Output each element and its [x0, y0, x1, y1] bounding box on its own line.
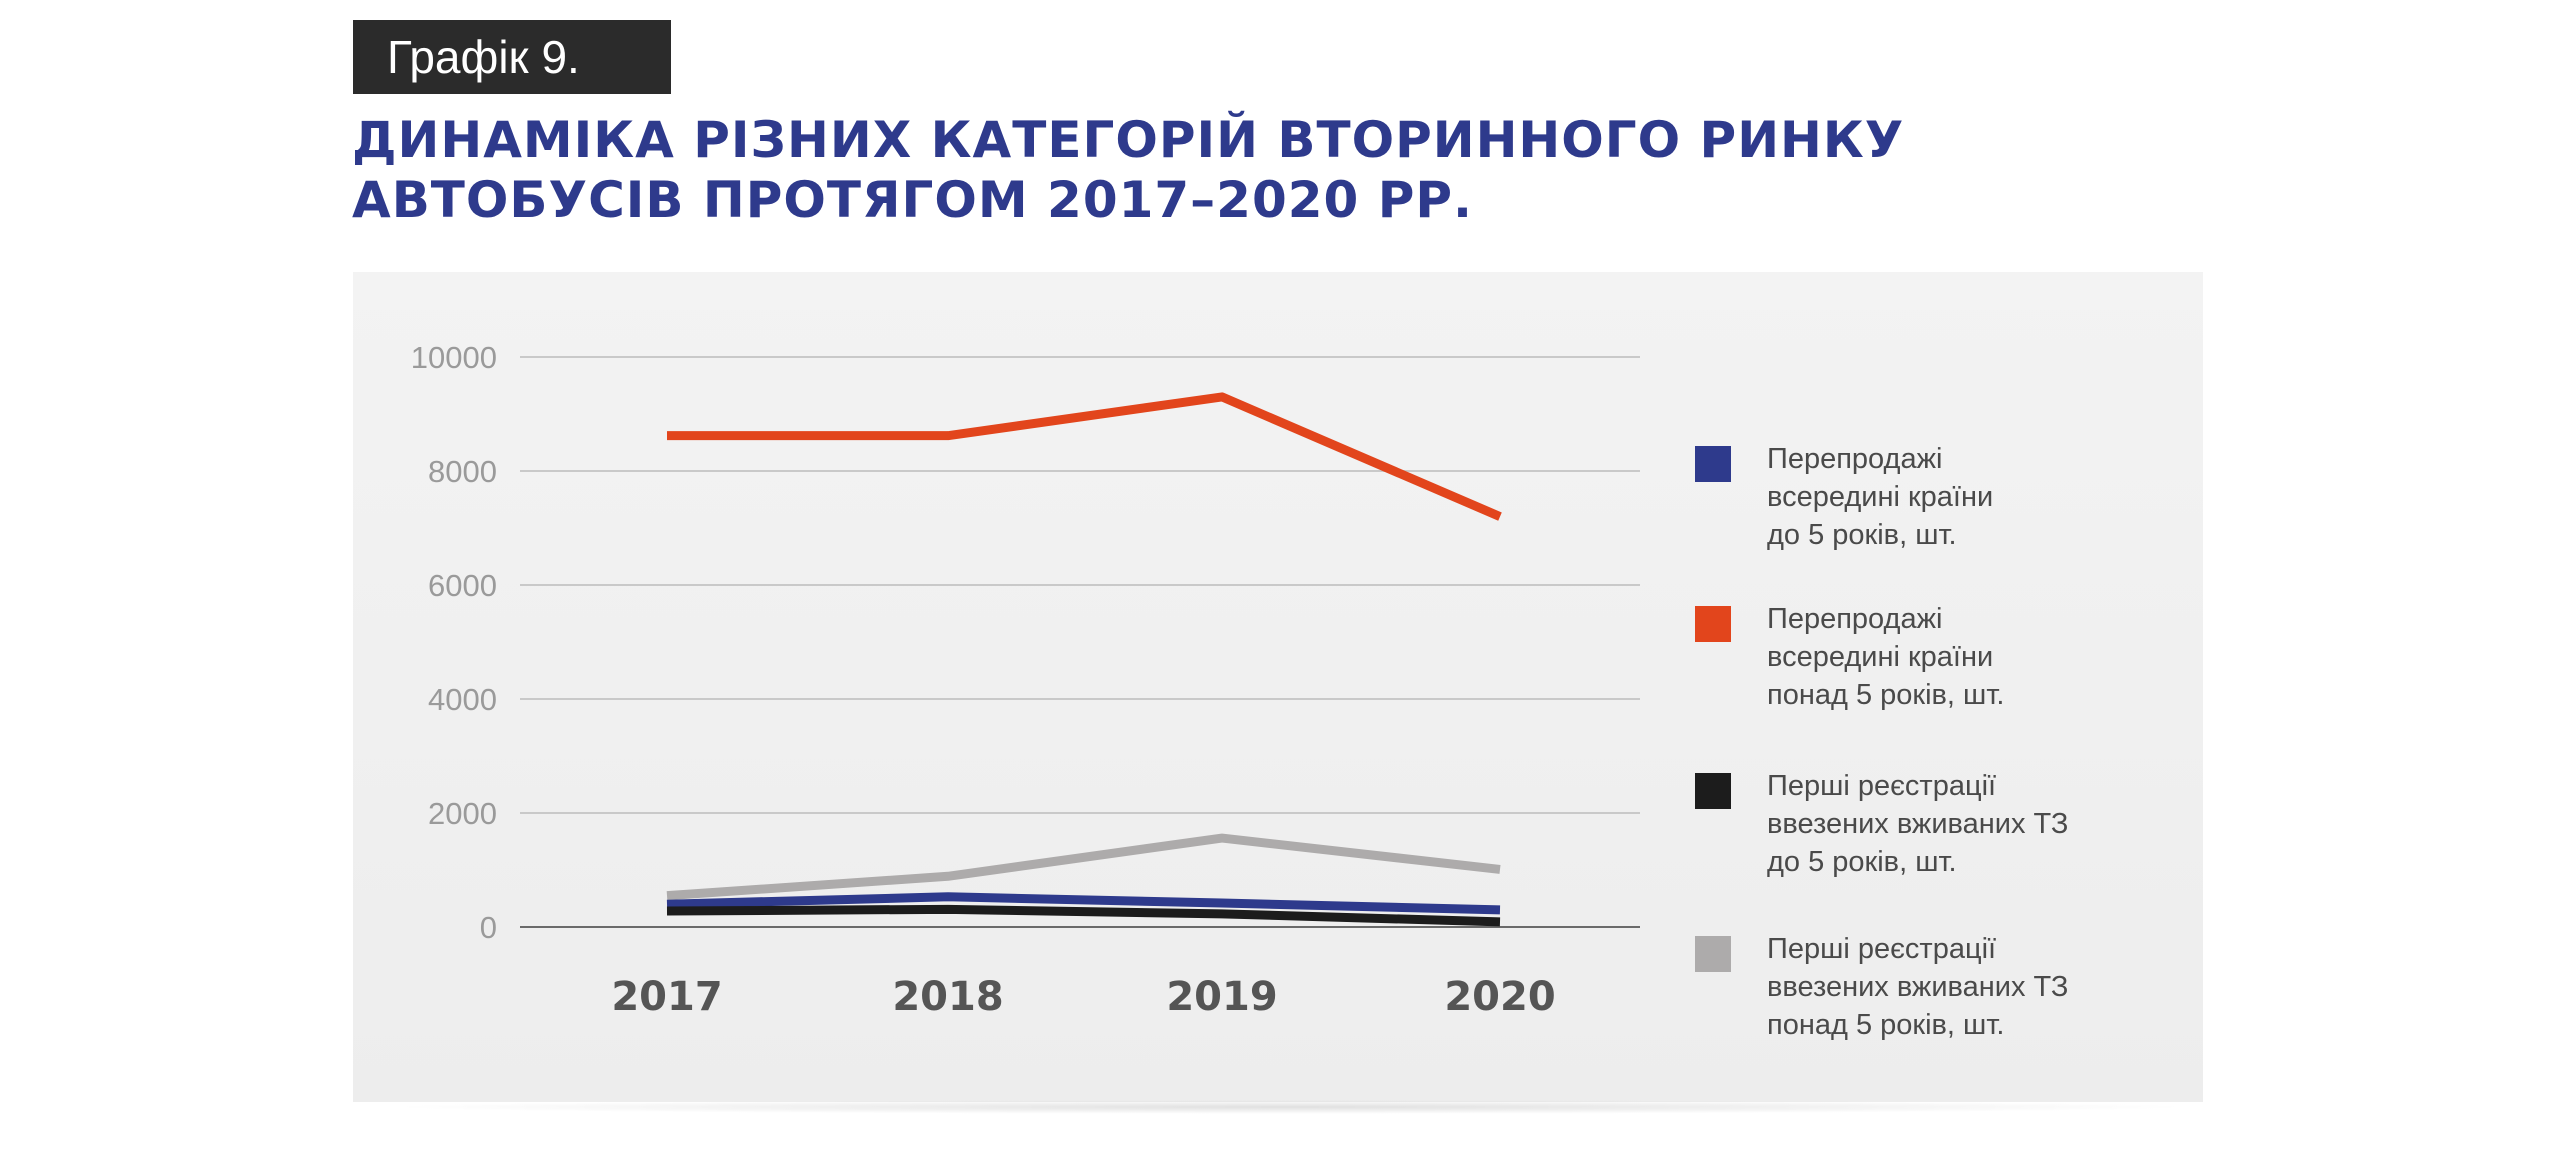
legend-label-line: Перепродажі [1767, 443, 1943, 475]
x-tick-label: 2020 [1444, 974, 1555, 1020]
legend-label: Перші реєстрації ввезених вживаних ТЗ до 5… [1767, 767, 2167, 881]
legend-label-line: Перепродажі [1767, 603, 1943, 635]
y-tick-label: 4000 [428, 682, 497, 717]
legend-label-line: ввезених вживаних ТЗ [1767, 971, 2069, 1003]
series-import-under-5-line [666, 904, 1501, 927]
series-import-over-5-line [666, 833, 1501, 901]
legend-label-line: ввезених вживаних ТЗ [1767, 808, 2069, 840]
y-tick-label: 10000 [411, 340, 497, 375]
series-lines [666, 392, 1502, 927]
chart-title-line-2: АВТОБУСІВ ПРОТЯГОМ 2017–2020 РР. [352, 171, 1474, 229]
panel-shadow [380, 1100, 2200, 1114]
chart-title-line-1: ДИНАМІКА РІЗНИХ КАТЕГОРІЙ ВТОРИННОГО РИН… [352, 111, 1905, 169]
y-tick-label: 2000 [428, 796, 497, 831]
y-axis-ticks: 0 2000 4000 6000 8000 10000 [411, 340, 497, 945]
legend-label-line: до 5 років, шт. [1767, 519, 1957, 551]
y-tick-label: 6000 [428, 568, 497, 603]
legend-label-line: всередині країни [1767, 481, 1994, 513]
legend-swatch [1695, 446, 1731, 482]
legend-swatch [1695, 936, 1731, 972]
x-tick-label: 2019 [1166, 974, 1277, 1020]
legend-label: Перепродажі всередині країни до 5 років, ш… [1767, 440, 2167, 554]
legend-swatch [1695, 773, 1731, 809]
chart-panel [353, 272, 2203, 1102]
legend-label-line: Перші реєстрації [1767, 933, 1997, 965]
legend-label: Перепродажі всередині країни понад 5 років… [1767, 600, 2167, 714]
legend-label-line: всередині країни [1767, 641, 1994, 673]
legend-swatch [1695, 606, 1731, 642]
y-tick-label: 8000 [428, 454, 497, 489]
legend-label-line: до 5 років, шт. [1767, 846, 1957, 878]
legend-label: Перші реєстрації ввезених вживаних ТЗ пона… [1767, 930, 2167, 1044]
gridlines [520, 356, 1640, 928]
legend-label-line: понад 5 років, шт. [1767, 1009, 2005, 1041]
legend-label-line: понад 5 років, шт. [1767, 679, 2005, 711]
legend-label-line: Перші реєстрації [1767, 770, 1997, 802]
figure-number-badge: Графік 9. [353, 20, 671, 94]
chart-title: ДИНАМІКА РІЗНИХ КАТЕГОРІЙ ВТОРИННОГО РИН… [352, 110, 1904, 230]
series-resale-under-5-line [666, 892, 1501, 915]
x-tick-label: 2018 [892, 974, 1003, 1020]
series-resale-over-5-line [667, 392, 1502, 521]
x-axis-ticks: 2017 2018 2019 2020 [611, 974, 1555, 1020]
y-tick-label: 0 [480, 910, 497, 945]
x-tick-label: 2017 [611, 974, 722, 1020]
